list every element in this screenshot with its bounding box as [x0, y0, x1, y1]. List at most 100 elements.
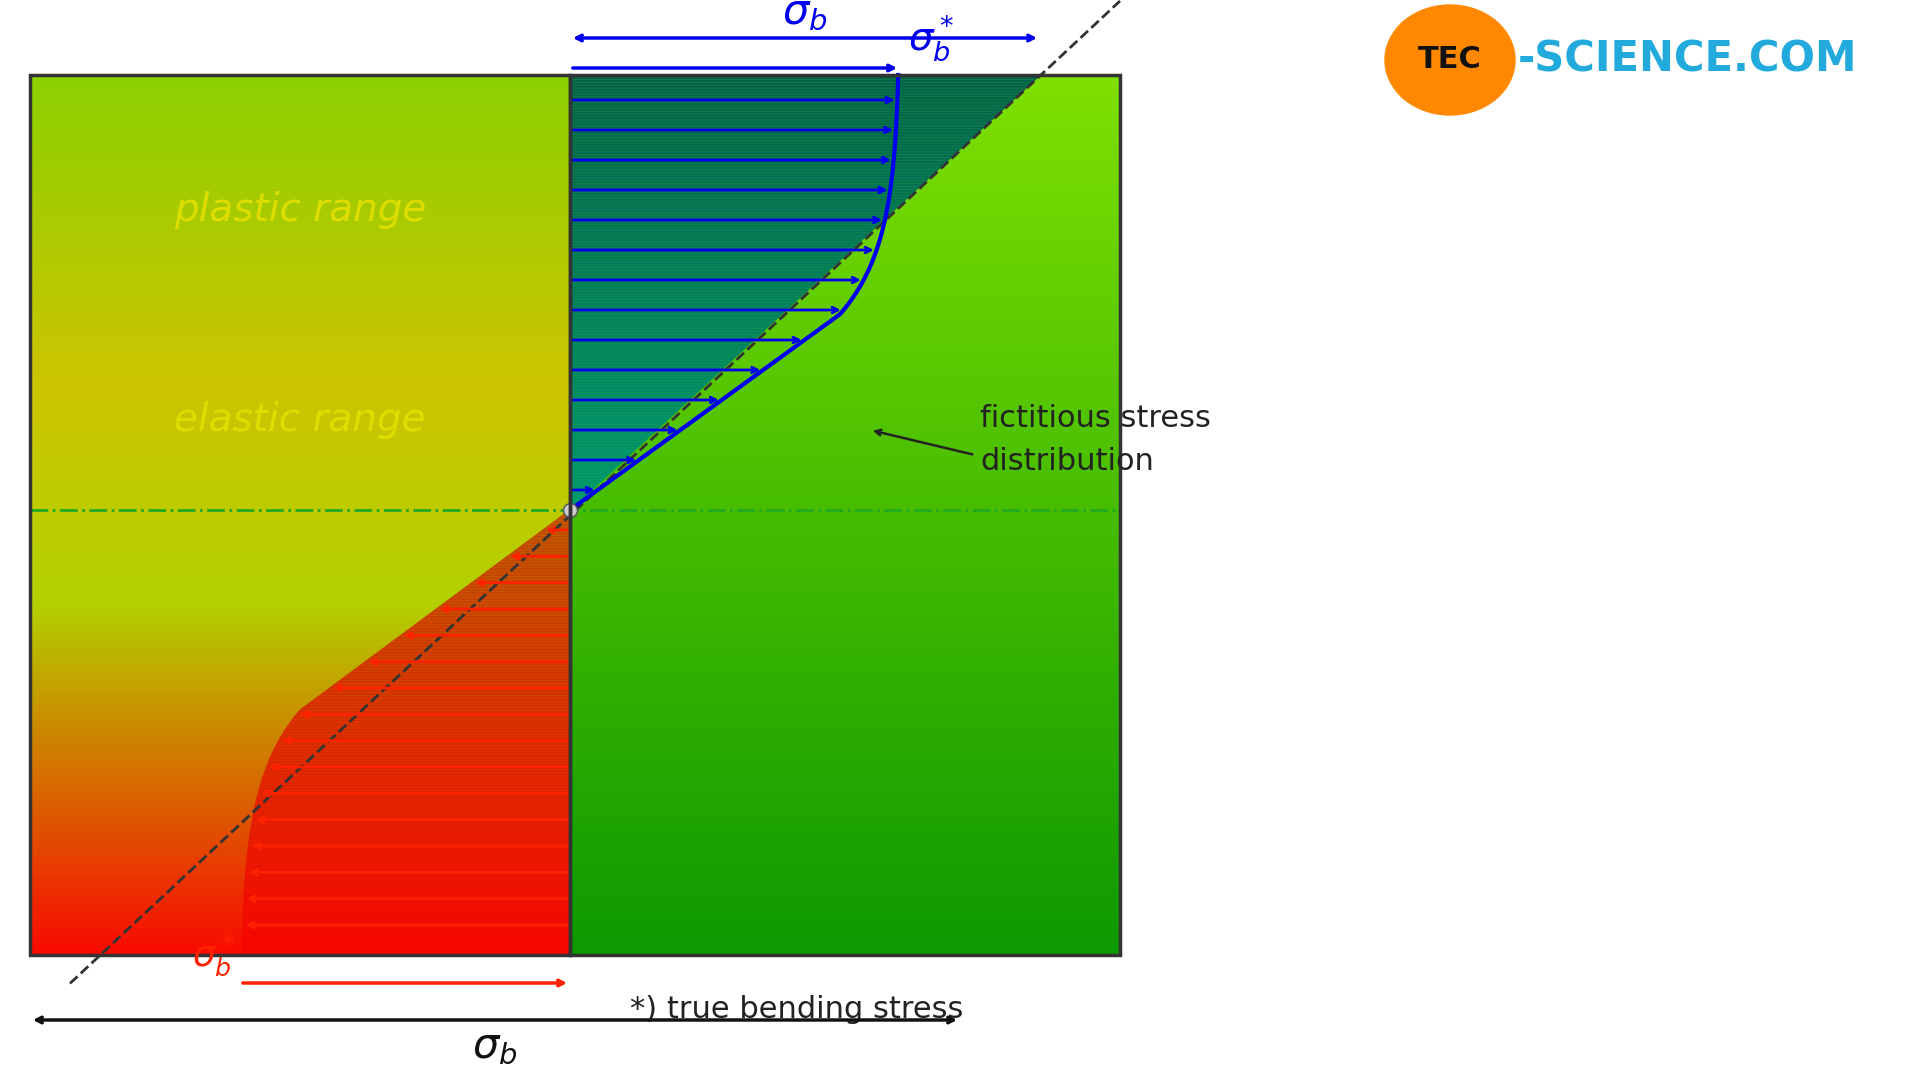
- Polygon shape: [267, 762, 570, 765]
- Polygon shape: [250, 842, 570, 846]
- Polygon shape: [570, 286, 812, 289]
- Polygon shape: [357, 664, 570, 667]
- Polygon shape: [244, 905, 570, 907]
- Polygon shape: [371, 656, 570, 659]
- Polygon shape: [570, 423, 664, 426]
- Polygon shape: [549, 522, 570, 525]
- Polygon shape: [559, 516, 570, 518]
- Polygon shape: [570, 461, 624, 463]
- Polygon shape: [570, 396, 693, 400]
- Polygon shape: [570, 165, 943, 167]
- Polygon shape: [570, 200, 904, 203]
- Polygon shape: [273, 751, 570, 753]
- Polygon shape: [250, 831, 570, 834]
- Polygon shape: [390, 640, 570, 644]
- Polygon shape: [570, 467, 616, 470]
- Polygon shape: [246, 875, 570, 878]
- Polygon shape: [570, 275, 824, 278]
- Polygon shape: [570, 116, 996, 119]
- Polygon shape: [280, 735, 570, 739]
- Polygon shape: [570, 243, 858, 246]
- Polygon shape: [570, 284, 814, 286]
- Polygon shape: [269, 759, 570, 762]
- Polygon shape: [275, 747, 570, 751]
- Polygon shape: [265, 768, 570, 771]
- Polygon shape: [478, 576, 570, 578]
- Polygon shape: [570, 226, 877, 229]
- Polygon shape: [511, 552, 570, 554]
- Polygon shape: [242, 953, 570, 955]
- Polygon shape: [570, 470, 614, 472]
- Polygon shape: [434, 608, 570, 611]
- Polygon shape: [248, 848, 570, 851]
- Polygon shape: [570, 272, 828, 275]
- Polygon shape: [570, 176, 931, 179]
- Polygon shape: [342, 676, 570, 679]
- Polygon shape: [570, 420, 666, 423]
- Polygon shape: [570, 489, 591, 492]
- Polygon shape: [570, 455, 630, 458]
- Polygon shape: [570, 90, 1025, 93]
- Polygon shape: [541, 528, 570, 530]
- Polygon shape: [246, 869, 570, 872]
- Polygon shape: [570, 136, 973, 139]
- Polygon shape: [570, 391, 699, 394]
- Text: *) true bending stress: *) true bending stress: [630, 996, 964, 1025]
- Polygon shape: [374, 652, 570, 656]
- Polygon shape: [470, 581, 570, 584]
- Polygon shape: [570, 139, 972, 141]
- Polygon shape: [570, 197, 908, 200]
- Polygon shape: [278, 739, 570, 741]
- Polygon shape: [570, 443, 641, 446]
- Polygon shape: [570, 484, 599, 487]
- Polygon shape: [246, 863, 570, 866]
- Polygon shape: [252, 824, 570, 827]
- Polygon shape: [570, 171, 937, 174]
- Polygon shape: [570, 212, 893, 214]
- Polygon shape: [570, 449, 636, 453]
- Polygon shape: [486, 569, 570, 572]
- Polygon shape: [326, 688, 570, 691]
- Polygon shape: [570, 150, 958, 153]
- Polygon shape: [570, 78, 1037, 81]
- Polygon shape: [265, 771, 570, 774]
- Polygon shape: [570, 386, 705, 388]
- Polygon shape: [244, 893, 570, 895]
- Polygon shape: [253, 815, 570, 819]
- Polygon shape: [570, 203, 902, 205]
- Polygon shape: [378, 649, 570, 652]
- Polygon shape: [255, 804, 570, 807]
- Polygon shape: [570, 153, 956, 157]
- Polygon shape: [570, 492, 589, 496]
- Polygon shape: [419, 620, 570, 623]
- Polygon shape: [570, 220, 883, 222]
- Polygon shape: [261, 783, 570, 786]
- Polygon shape: [570, 403, 685, 406]
- Polygon shape: [242, 943, 570, 946]
- Polygon shape: [415, 623, 570, 625]
- Polygon shape: [296, 712, 570, 715]
- Polygon shape: [334, 683, 570, 685]
- Polygon shape: [570, 84, 1031, 86]
- Polygon shape: [570, 102, 1012, 104]
- Polygon shape: [257, 798, 570, 800]
- Polygon shape: [570, 356, 735, 360]
- Polygon shape: [252, 822, 570, 824]
- Polygon shape: [263, 774, 570, 777]
- Polygon shape: [386, 644, 570, 647]
- Polygon shape: [501, 557, 570, 561]
- Polygon shape: [255, 807, 570, 810]
- Polygon shape: [534, 534, 570, 537]
- Polygon shape: [252, 819, 570, 822]
- Polygon shape: [570, 481, 601, 484]
- Polygon shape: [570, 293, 804, 296]
- Polygon shape: [570, 365, 726, 368]
- Polygon shape: [467, 584, 570, 588]
- Polygon shape: [570, 310, 785, 313]
- Text: $\sigma_b^*$: $\sigma_b^*$: [192, 932, 234, 978]
- Polygon shape: [263, 777, 570, 780]
- Polygon shape: [246, 881, 570, 883]
- Polygon shape: [570, 307, 789, 310]
- Polygon shape: [570, 133, 977, 136]
- Polygon shape: [570, 130, 981, 133]
